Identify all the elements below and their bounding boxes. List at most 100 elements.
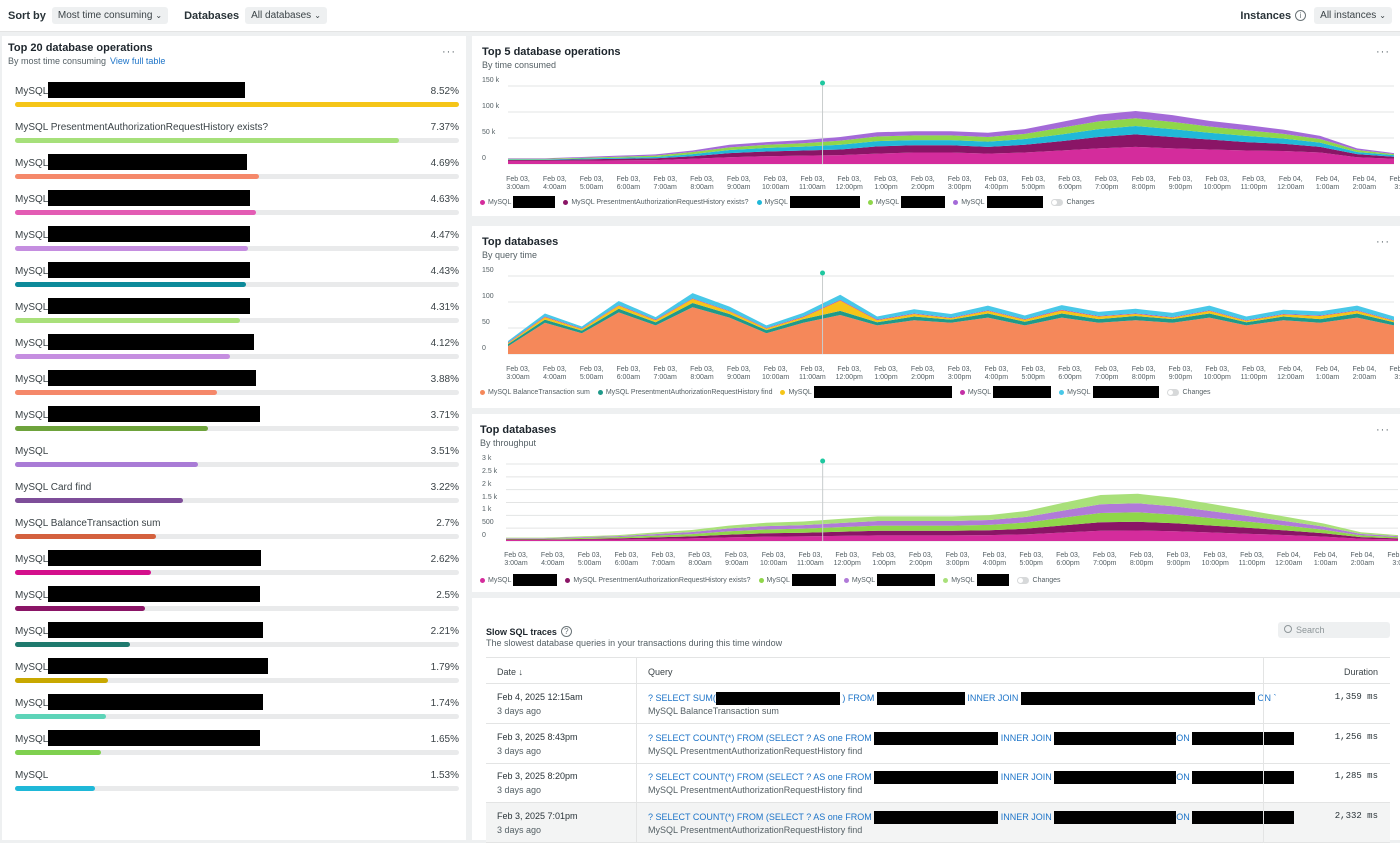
operation-row[interactable]: MySQL 3.71% [15,406,459,446]
duration-column-header[interactable]: Duration [1343,667,1378,677]
operation-row[interactable]: MySQL 2.5% [15,586,459,626]
more-options-icon[interactable]: ··· [1376,424,1390,436]
operation-row[interactable]: MySQL 1.53% [15,770,459,806]
redacted-block [48,406,260,422]
legend-dot [943,577,949,583]
legend-dot [1059,389,1065,395]
legend-item[interactable]: MySQL [953,196,1043,208]
trace-query[interactable]: ? SELECT COUNT(*) FROM (SELECT ? AS one … [648,731,1295,745]
changes-toggle[interactable] [1050,198,1063,206]
x-tick-label: Feb 03, 8:00am [690,366,714,381]
instances-dropdown[interactable]: All instances ⌄ [1314,7,1392,24]
x-tick-label: Feb 03, 7:00pm [1094,366,1119,381]
trace-row[interactable]: Feb 3, 2025 7:01pm 3 days ago ? SELECT COU… [486,802,1390,843]
operation-percent: 4.43% [430,266,459,277]
legend-item[interactable]: MySQL [758,574,836,586]
help-icon[interactable]: ? [560,626,572,637]
percent-bar-track [15,606,459,611]
x-tick-label: Feb 03, 10:00am [761,176,790,191]
percent-bar-fill [15,102,459,107]
operation-row[interactable]: MySQL 4.31% [15,298,459,338]
operation-row[interactable]: MySQL BalanceTransaction sum 2.7% [15,518,459,554]
area-chart[interactable] [472,36,1400,216]
legend-item[interactable]: MySQL PresentmentAuthorizationRequestHis… [565,577,751,584]
legend-item[interactable]: MySQL [756,196,860,208]
legend-item[interactable]: MySQL [780,386,952,398]
operation-row[interactable]: MySQL 4.12% [15,334,459,374]
legend-label: MySQL [764,198,788,206]
more-options-icon[interactable]: ··· [1376,46,1390,58]
more-options-icon[interactable]: ··· [442,46,456,58]
legend-item[interactable]: MySQL [843,574,936,586]
operation-row[interactable]: MySQL 4.63% [15,190,459,230]
search-input[interactable]: Search [1278,622,1390,638]
percent-bar-track [15,102,459,107]
operation-percent: 3.51% [430,446,459,457]
percent-bar-fill [15,246,249,251]
legend-item[interactable]: MySQL [480,574,558,586]
legend-item[interactable]: MySQL BalanceTransaction sum [480,389,590,396]
operation-row[interactable]: MySQL 3.51% [15,446,459,482]
operation-row[interactable]: MySQL 4.43% [15,262,459,302]
redacted-block [48,262,250,278]
legend-dot [758,577,764,583]
operation-row[interactable]: MySQL 1.79% [15,658,459,698]
info-icon[interactable]: i [1295,10,1307,21]
legend-item[interactable]: MySQL PresentmentAuthorizationRequestHis… [597,389,772,396]
legend-item[interactable]: MySQL [959,386,1052,398]
trace-query[interactable]: ? SELECT SUM( ) FROM INNER JOIN ON ` [648,692,1276,705]
legend-item[interactable]: MySQL PresentmentAuthorizationRequestHis… [563,198,749,206]
databases-dropdown[interactable]: All databases ⌄ [245,7,327,24]
trace-query[interactable]: ? SELECT COUNT(*) FROM (SELECT ? AS one … [648,771,1295,784]
trace-operation: MySQL BalanceTransaction sum [648,706,779,716]
legend-item[interactable]: MySQL [867,196,946,208]
trace-row[interactable]: Feb 4, 2025 12:15am 3 days ago ? SELECT SU… [486,684,1390,724]
legend-item[interactable]: MySQL [480,196,556,208]
redacted-block [513,196,556,208]
legend-dot [756,199,762,205]
series-area [508,110,1394,159]
trace-query[interactable]: ? SELECT COUNT(*) FROM (SELECT ? AS one … [648,810,1295,824]
area-chart[interactable] [472,226,1400,408]
trace-row[interactable]: Feb 3, 2025 8:20pm 3 days ago ? SELECT COU… [486,763,1390,803]
operation-percent: 1.65% [430,734,459,745]
legend-item[interactable]: MySQL [943,574,1009,586]
sort-dropdown[interactable]: Most time consuming ⌄ [51,7,169,24]
legend-label: MySQL PresentmentAuthorizationRequestHis… [571,198,749,206]
changes-toggle[interactable] [1016,576,1029,584]
x-tick-label: Feb 03, 7:00am [651,552,676,567]
view-full-table-link[interactable]: View full table [110,56,166,66]
series-area [508,126,1394,160]
percent-bar-fill [15,390,218,395]
operation-row[interactable]: MySQL PresentmentAuthorizationRequestHis… [15,122,459,158]
legend-item[interactable]: MySQL [1059,386,1159,398]
x-tick-label: Feb 03, 4:00am [542,366,567,381]
x-tick-label: Feb 04, 1:00am [1315,176,1340,191]
series-area [506,512,1398,540]
operation-row[interactable]: MySQL 2.21% [15,622,459,662]
operation-row[interactable]: MySQL 3.88% [15,370,459,410]
area-chart[interactable] [472,414,1400,592]
operation-row[interactable]: MySQL 4.69% [15,154,459,194]
x-tick-label: Feb 03, 7:00pm [1092,552,1117,567]
more-options-icon[interactable]: ··· [1376,236,1390,248]
operation-row[interactable]: MySQL Card find 3.22% [15,482,459,518]
percent-bar-track [15,534,459,539]
operation-row[interactable]: MySQL 1.74% [15,694,459,734]
x-tick-label: Feb 03, 9:00pm [1168,366,1193,381]
query-column-header[interactable]: Query [648,667,673,677]
time-marker-dot [820,270,826,276]
redacted-block [48,370,256,386]
operation-row[interactable]: MySQL 8.52% [15,82,459,122]
operation-row[interactable]: MySQL 2.62% [15,550,459,590]
legend-label: MySQL [967,388,992,396]
changes-toggle[interactable] [1166,388,1179,396]
date-column-header[interactable]: Date ↓ [497,667,524,677]
slow-sql-panel: Slow SQL traces ? The slowest database q… [472,598,1400,840]
percent-bar-track [15,498,459,503]
operation-row[interactable]: MySQL 4.47% [15,226,459,266]
operation-row[interactable]: MySQL 1.65% [15,730,459,770]
chevron-down-icon: ⌄ [314,11,321,20]
operation-name: MySQL [15,590,49,601]
trace-row[interactable]: Feb 3, 2025 8:43pm 3 days ago ? SELECT COU… [486,723,1390,764]
